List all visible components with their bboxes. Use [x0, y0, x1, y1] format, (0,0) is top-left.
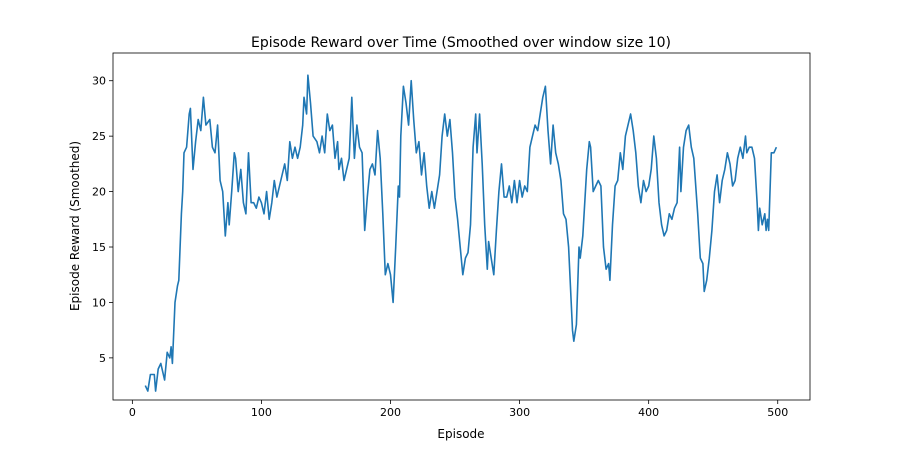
plot-area: 0 100 200 300 400 500 5 10 15 20 25 30 — [92, 52, 811, 419]
series-line — [144, 74, 778, 392]
y-tick-label: 5 — [99, 352, 106, 365]
x-tick-label: 100 — [251, 406, 272, 419]
x-tick-label: 500 — [767, 406, 788, 419]
x-tick-label: 400 — [638, 406, 659, 419]
chart-title: Episode Reward over Time (Smoothed over … — [251, 35, 671, 51]
y-tick-label: 25 — [92, 130, 106, 143]
x-axis-label: Episode — [437, 427, 484, 441]
y-axis-label: Episode Reward (Smoothed) — [68, 141, 82, 311]
y-tick-label: 15 — [92, 241, 106, 254]
y-tick-label: 10 — [92, 296, 106, 309]
y-tick-label: 20 — [92, 186, 106, 199]
x-tick-label: 0 — [129, 406, 136, 419]
x-tick-label: 200 — [380, 406, 401, 419]
y-tick-label: 30 — [92, 75, 106, 88]
x-tick-label: 300 — [509, 406, 530, 419]
axes-frame — [112, 52, 811, 401]
